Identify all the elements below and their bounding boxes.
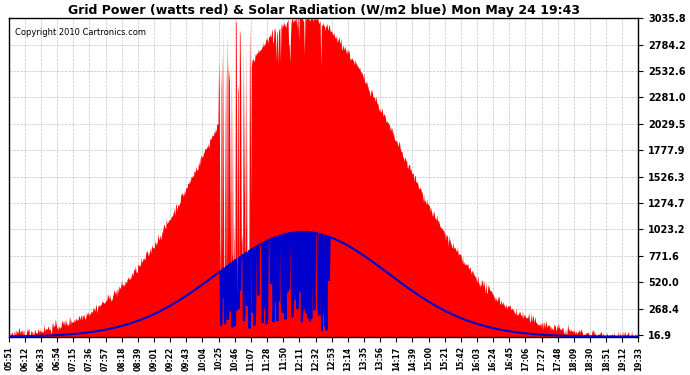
Title: Grid Power (watts red) & Solar Radiation (W/m2 blue) Mon May 24 19:43: Grid Power (watts red) & Solar Radiation… [68,4,580,17]
Text: Copyright 2010 Cartronics.com: Copyright 2010 Cartronics.com [15,28,146,37]
